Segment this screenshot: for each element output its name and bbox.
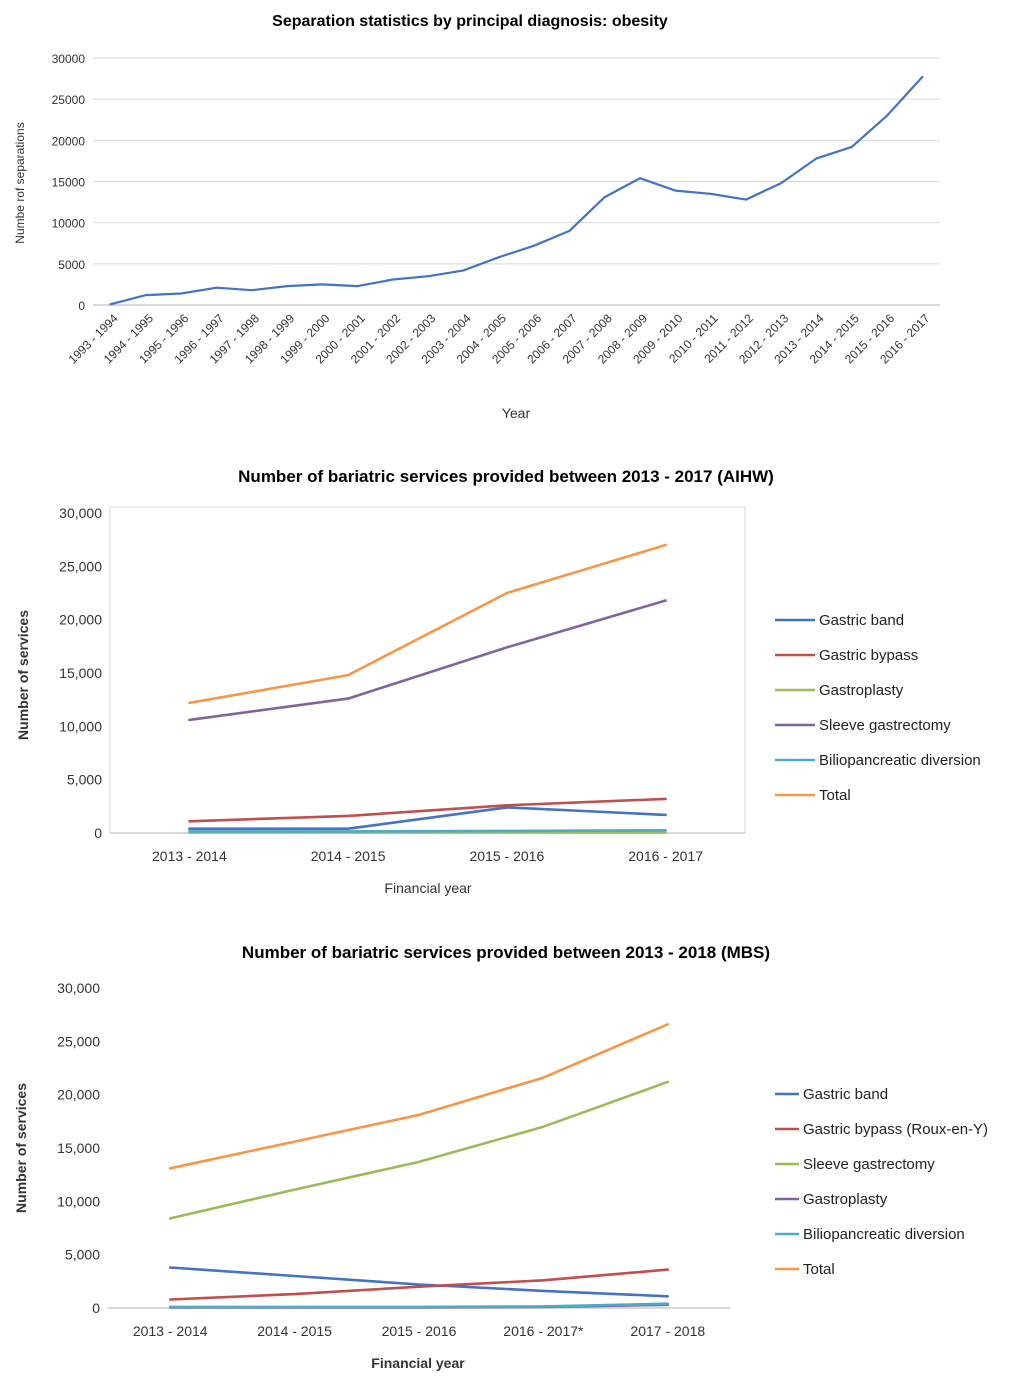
chart-title: Number of bariatric services provided be… — [238, 467, 774, 486]
y-tick-label: 25,000 — [57, 1033, 100, 1049]
series-line-biliopancreatic-diversion — [168, 1302, 670, 1309]
plot-area: 0 5,000 10,000 15,000 20,000 25,000 30,000 2013… — [59, 505, 746, 864]
legend-label: Gastric band — [819, 612, 904, 629]
chart-aihw-bariatric-services: Number of bariatric services provided be… — [0, 455, 1013, 920]
x-tick-label: 2014 - 2015 — [257, 1323, 332, 1339]
x-tick-label: 2014 - 2015 — [311, 848, 386, 864]
chart-0-svg: Separation statistics by principal diagn… — [13, 13, 940, 421]
legend-label: Gastroplasty — [819, 682, 904, 699]
legend-label: Sleeve gastrectomy — [803, 1156, 935, 1173]
plot-border — [109, 506, 746, 834]
legend-label: Gastric band — [803, 1086, 888, 1103]
x-tick-label: 2013 - 2014 — [133, 1323, 208, 1339]
y-axis-label: Number of services — [15, 610, 31, 740]
series-line-series — [109, 75, 924, 306]
series-line-total — [188, 543, 667, 705]
y-tick-label: 0 — [78, 299, 85, 313]
y-tick-label: 25000 — [52, 93, 86, 107]
chart-title: Number of bariatric services provided be… — [242, 943, 770, 962]
series-line-total — [168, 1023, 670, 1170]
y-tick-label: 0 — [92, 1300, 100, 1316]
legend-label: Gastric bypass (Roux-en-Y) — [803, 1121, 988, 1138]
x-tick-label: 2015 - 2016 — [382, 1323, 457, 1339]
chart-title: Separation statistics by principal diagn… — [272, 13, 668, 30]
legend-label: Sleeve gastrectomy — [819, 717, 951, 734]
y-axis-label: Numbe rof separations — [13, 122, 27, 243]
y-tick-label: 10000 — [52, 217, 86, 231]
y-tick-label: 20,000 — [59, 612, 102, 628]
x-tick-label: 2013 - 2014 — [152, 848, 227, 864]
y-tick-label: 30,000 — [57, 980, 100, 996]
chart-mbs-bariatric-services: Number of bariatric services provided be… — [0, 930, 1013, 1376]
y-tick-label: 20,000 — [57, 1087, 100, 1103]
x-axis-label: Financial year — [371, 1355, 465, 1371]
y-tick-label: 0 — [94, 825, 102, 841]
x-tick-label: 2016 - 2017 — [628, 848, 703, 864]
y-tick-label: 10,000 — [57, 1193, 100, 1209]
x-tick-label: 2015 - 2016 — [470, 848, 545, 864]
x-tick-label: 2016 - 2017* — [503, 1323, 584, 1339]
legend-label: Gastroplasty — [803, 1191, 888, 1208]
x-axis-label: Year — [502, 405, 531, 421]
chart-2-svg: Number of bariatric services provided be… — [13, 943, 988, 1371]
chart-separation-statistics: Separation statistics by principal diagn… — [0, 0, 1013, 440]
legend: Gastric band Gastric bypass Gastroplasty Sl… — [775, 612, 981, 804]
y-tick-label: 25,000 — [59, 558, 102, 574]
plot-area: 0 5,000 10,000 15,000 20,000 25,000 30,000 2013… — [57, 980, 730, 1339]
legend-label: Gastric bypass — [819, 647, 918, 664]
y-tick-label: 30,000 — [59, 505, 102, 521]
legend-label: Total — [819, 787, 851, 804]
y-tick-label: 15,000 — [59, 665, 102, 681]
y-tick-label: 15,000 — [57, 1140, 100, 1156]
chart-1-svg: Number of bariatric services provided be… — [15, 467, 981, 896]
y-tick-label: 5000 — [58, 258, 85, 272]
y-tick-label: 10,000 — [59, 718, 102, 734]
y-tick-label: 20000 — [52, 134, 86, 148]
series-line-sleeve-gastrectomy — [168, 1080, 670, 1220]
series-line-biliopancreatic-diversion — [188, 828, 667, 833]
y-tick-label: 15000 — [52, 176, 86, 190]
x-tick-label: 2017 - 2018 — [630, 1323, 705, 1339]
series-line-gastric-band — [168, 1266, 670, 1298]
y-tick-label: 5,000 — [67, 772, 102, 788]
y-axis-label: Number of services — [13, 1083, 29, 1213]
y-tick-label: 30000 — [52, 52, 86, 66]
series-line-sleeve-gastrectomy — [188, 599, 667, 722]
y-tick-label: 5,000 — [65, 1247, 100, 1263]
legend-label: Total — [803, 1261, 835, 1278]
legend: Gastric band Gastric bypass (Roux-en-Y) Sl… — [775, 1086, 988, 1278]
legend-label: Biliopancreatic diversion — [803, 1226, 965, 1243]
x-axis-label: Financial year — [384, 880, 471, 896]
legend-label: Biliopancreatic diversion — [819, 752, 981, 769]
series-line-gastric-bypass — [188, 797, 667, 823]
series-line-gastric-band — [188, 806, 667, 831]
series-line-gastric-bypass-roux-en-y — [168, 1268, 670, 1301]
